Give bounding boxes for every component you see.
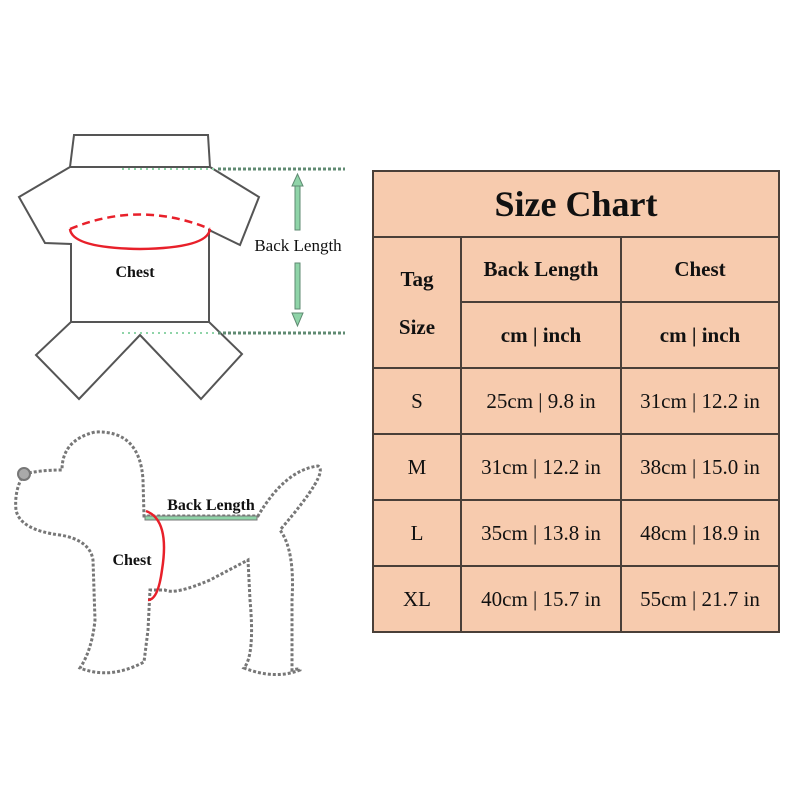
measurement-diagrams: Chest Back Length Back Length Chest — [14, 134, 345, 676]
back-length-unit-header: cm | inch — [460, 301, 622, 369]
size-chart-table: Size Chart Tag Size Back Length Chest cm… — [372, 170, 780, 633]
back-length-cell: 40cm | 15.7 in — [460, 565, 622, 633]
tag-size-header: Tag Size — [372, 236, 462, 369]
dog-chest-label: Chest — [112, 552, 152, 569]
dog-back-length-label: Back Length — [167, 497, 255, 514]
size-chart-title: Size Chart — [372, 170, 780, 238]
size-cell: S — [372, 367, 462, 435]
back-length-arrow-icon — [291, 172, 304, 328]
chest-cell: 31cm | 12.2 in — [620, 367, 780, 435]
chest-cell: 38cm | 15.0 in — [620, 433, 780, 501]
back-length-guide-lines — [122, 167, 345, 335]
size-cell: XL — [372, 565, 462, 633]
shirt-diagram — [17, 134, 261, 401]
back-length-cell: 35cm | 13.8 in — [460, 499, 622, 567]
table-row: S 25cm | 9.8 in 31cm | 12.2 in — [372, 367, 780, 435]
back-length-cell: 31cm | 12.2 in — [460, 433, 622, 501]
size-cell: L — [372, 499, 462, 567]
chest-cell: 48cm | 18.9 in — [620, 499, 780, 567]
shirt-chest-label: Chest — [115, 264, 155, 281]
size-header: Size — [398, 314, 436, 339]
table-row: M 31cm | 12.2 in 38cm | 15.0 in — [372, 433, 780, 501]
dog-chest-measure-icon — [145, 509, 166, 602]
back-length-header: Back Length — [460, 236, 622, 303]
chest-unit-header: cm | inch — [620, 301, 780, 369]
shirt-chest-measure-icon — [68, 213, 212, 251]
size-cell: M — [372, 433, 462, 501]
dog-outline-icon — [14, 430, 322, 676]
tag-header: Tag — [400, 266, 434, 291]
back-length-cell: 25cm | 9.8 in — [460, 367, 622, 435]
dog-nose-icon — [17, 467, 31, 481]
chest-cell: 55cm | 21.7 in — [620, 565, 780, 633]
table-row: XL 40cm | 15.7 in 55cm | 21.7 in — [372, 565, 780, 633]
dog-back-length-line — [144, 515, 258, 521]
chest-header: Chest — [620, 236, 780, 303]
table-row: L 35cm | 13.8 in 48cm | 18.9 in — [372, 499, 780, 567]
shirt-back-length-label: Back Length — [254, 236, 342, 255]
